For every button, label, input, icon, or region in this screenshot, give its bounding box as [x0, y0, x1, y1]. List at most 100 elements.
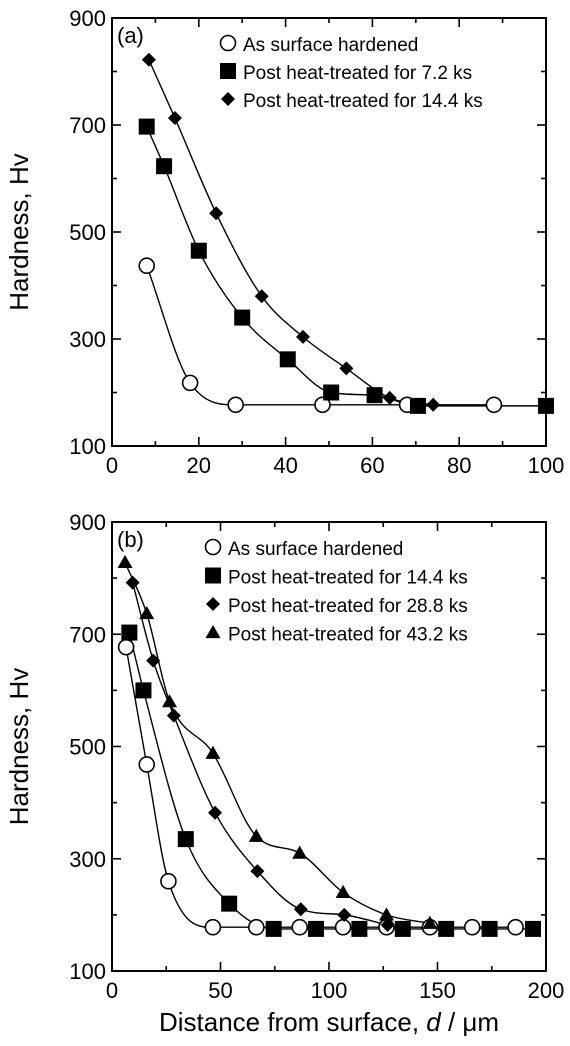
data-point-circle: [204, 918, 222, 936]
data-point-diamond: [254, 289, 269, 304]
data-point-square: [438, 920, 455, 937]
data-point-diamond: [125, 575, 140, 590]
fit-curve-series-2: [128, 632, 533, 930]
data-point-diamond: [337, 907, 352, 922]
data-point-triangle: [379, 907, 395, 921]
data-point-diamond: [209, 206, 224, 221]
data-point-diamond: [382, 390, 397, 405]
data-point-square: [156, 158, 173, 175]
y-tick-label: 100: [69, 959, 106, 984]
data-point-diamond: [426, 397, 441, 412]
data-point-circle: [485, 396, 503, 414]
x-tick-label: 20: [187, 453, 211, 478]
data-point-circle: [138, 257, 156, 275]
data-point-diamond: [166, 708, 181, 723]
legend-marker-square: [205, 567, 221, 584]
x-tick-label: 150: [419, 978, 456, 1003]
y-tick-label: 900: [69, 6, 106, 31]
data-point-triangle: [205, 745, 221, 759]
data-point-diamond: [167, 111, 182, 126]
data-point-square: [394, 920, 411, 937]
y-tick-label: 300: [69, 847, 106, 872]
data-point-diamond: [380, 917, 395, 932]
series-1-points: [117, 638, 524, 936]
y-tick-label: 100: [69, 434, 106, 459]
y-tick-label: 700: [69, 113, 106, 138]
legend-label: Post heat-treated for 7.2 ks: [243, 63, 472, 84]
x-tick-label: 200: [528, 978, 565, 1003]
data-point-circle: [138, 756, 156, 773]
data-point-square: [351, 920, 368, 937]
legend: As surface hardened Post heat-treated for…: [219, 34, 483, 112]
legend-label: Post heat-treated for 43.2 ks: [228, 625, 468, 646]
data-point-diamond: [293, 902, 308, 917]
data-point-square: [366, 387, 383, 404]
legend-marker-diamond: [206, 597, 220, 611]
y-tick-label: 900: [69, 510, 106, 535]
x-tick-label: 0: [106, 453, 118, 478]
legend-label: Post heat-treated for 14.4 ks: [228, 568, 468, 589]
data-point-circle: [248, 918, 265, 936]
data-point-square: [265, 920, 282, 937]
data-point-square: [409, 397, 426, 414]
fit-curve-series-1: [125, 647, 516, 928]
fit-curve-series-1: [146, 265, 494, 406]
data-point-circle: [227, 396, 244, 414]
series-2-points: [121, 624, 541, 937]
y-axis-title: Hardness, Hv: [4, 153, 34, 311]
data-point-triangle: [117, 554, 133, 569]
data-point-square: [481, 920, 498, 937]
x-tick-label: 40: [273, 453, 297, 478]
legend-marker-triangle: [205, 625, 221, 639]
data-point-square: [279, 351, 296, 368]
data-point-diamond: [141, 52, 156, 67]
data-point-circle: [291, 918, 309, 936]
chart-panel-2: 0 50 100 150 200 100 300 500 700 900 Hardness, Hv (…: [4, 510, 564, 1003]
data-point-triangle: [248, 828, 264, 842]
y-tick-label: 700: [69, 622, 106, 647]
series-4-points: [117, 554, 438, 929]
data-point-square: [138, 118, 155, 135]
series-3-points: [125, 575, 395, 932]
y-tick-label: 500: [69, 735, 106, 760]
data-point-circle: [507, 918, 524, 936]
data-point-square: [307, 920, 324, 937]
y-tick-label: 300: [69, 327, 106, 352]
series-2-points: [138, 118, 554, 414]
panel-label: (b): [117, 527, 144, 552]
data-point-diamond: [295, 329, 310, 344]
x-tick-label: 60: [360, 453, 384, 478]
data-point-square: [221, 895, 238, 912]
panel-label: (a): [117, 23, 144, 48]
series-3-points: [141, 52, 441, 412]
data-point-triangle: [335, 884, 351, 899]
chart-panel-1: 0 20 40 60 80 100 100 300 500 700 900 Hardness, Hv (…: [4, 6, 564, 478]
data-point-square: [190, 242, 207, 259]
data-point-circle: [334, 918, 352, 936]
data-point-circle: [314, 396, 331, 414]
y-tick-label: 500: [69, 220, 106, 245]
series-1-points: [138, 257, 503, 414]
x-tick-label: 100: [311, 978, 348, 1003]
x-tick-label: 80: [447, 453, 471, 478]
data-point-square: [135, 682, 152, 699]
legend-label: As surface hardened: [243, 35, 418, 56]
data-point-diamond: [146, 653, 161, 668]
data-point-diamond: [250, 864, 265, 879]
legend-marker-diamond: [221, 92, 235, 106]
data-point-circle: [160, 872, 177, 890]
data-point-circle: [117, 638, 135, 656]
legend-label: Post heat-treated for 14.4 ks: [243, 91, 483, 112]
data-point-triangle: [162, 694, 178, 708]
legend-marker-square: [220, 63, 236, 79]
x-tick-label: 0: [106, 978, 118, 1003]
y-axis-title: Hardness, Hv: [4, 668, 34, 826]
data-point-diamond: [339, 361, 354, 376]
data-point-square: [538, 397, 554, 414]
data-point-circle: [463, 918, 481, 936]
data-point-triangle: [292, 845, 308, 859]
data-point-square: [323, 384, 340, 401]
data-point-square: [121, 624, 138, 641]
legend-marker-circle: [204, 538, 222, 556]
data-point-circle: [181, 374, 199, 392]
